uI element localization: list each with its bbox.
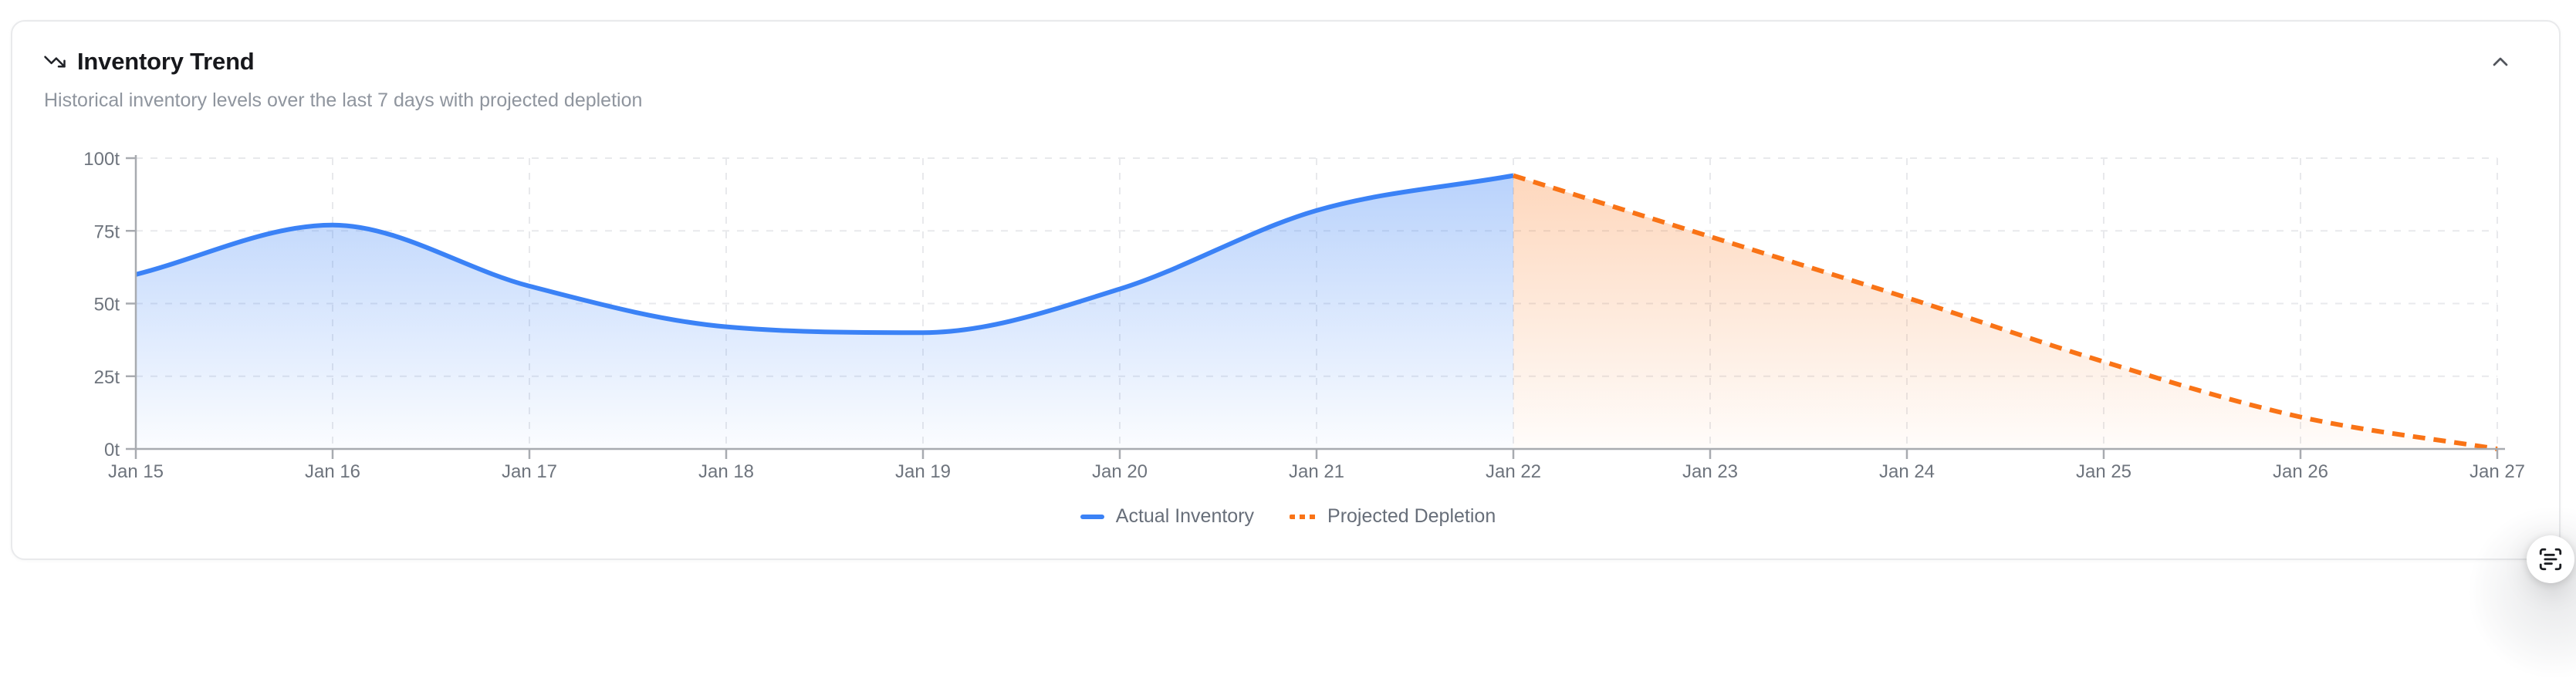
actual-inventory-line bbox=[135, 173, 1514, 336]
x-axis-tick-label: Jan 16 bbox=[305, 461, 360, 482]
card-subtitle: Historical inventory levels over the las… bbox=[44, 89, 643, 111]
legend-item-actual-inventory: Actual Inventory bbox=[1080, 505, 1254, 528]
x-axis-tick-label: Jan 18 bbox=[698, 461, 754, 482]
legend-swatch-actual-inventory bbox=[1080, 514, 1104, 519]
x-axis-tick-label: Jan 25 bbox=[2076, 461, 2131, 482]
legend-swatch-projected-depletion bbox=[1290, 514, 1317, 519]
y-axis-tick-label: 0t bbox=[104, 440, 120, 461]
trending-down-icon bbox=[43, 50, 66, 73]
x-axis-tick-label: Jan 21 bbox=[1289, 461, 1344, 482]
y-axis-tick-label: 25t bbox=[94, 367, 120, 388]
actual-inventory-area bbox=[136, 175, 1513, 449]
scan-fab-button[interactable] bbox=[2527, 535, 2574, 583]
collapse-button[interactable] bbox=[2482, 45, 2519, 79]
x-axis-tick-label: Jan 20 bbox=[1092, 461, 1148, 482]
scan-text-icon bbox=[2537, 546, 2564, 572]
inventory-trend-chart[interactable]: 0t 25t 50t 75t 100t Jan 15 Jan 16 Jan 17 Jan 18 J… bbox=[0, 0, 2576, 589]
legend-item-projected-depletion: Projected Depletion bbox=[1290, 505, 1496, 528]
x-axis-tick-label: Jan 19 bbox=[895, 461, 951, 482]
chart-legend: Actual Inventory Projected Depletion bbox=[0, 505, 2576, 528]
x-axis-tick-label: Jan 26 bbox=[2273, 461, 2328, 482]
x-axis-tick-label: Jan 15 bbox=[108, 461, 164, 482]
projected-depletion-area bbox=[1513, 175, 2497, 449]
card-title: Inventory Trend bbox=[77, 48, 255, 75]
legend-label-actual-inventory: Actual Inventory bbox=[1115, 505, 1255, 527]
chevron-up-icon bbox=[2488, 49, 2513, 74]
x-axis-tick-label: Jan 23 bbox=[1682, 461, 1738, 482]
x-axis-tick-label: Jan 17 bbox=[502, 461, 557, 482]
x-axis-tick-label: Jan 22 bbox=[1486, 461, 1541, 482]
legend-label-projected-depletion: Projected Depletion bbox=[1327, 505, 1496, 527]
y-axis-tick-label: 50t bbox=[94, 295, 120, 316]
x-axis-tick-label: Jan 27 bbox=[2470, 461, 2525, 482]
y-axis-tick-label: 75t bbox=[94, 221, 120, 242]
x-axis-tick-label: Jan 24 bbox=[1879, 461, 1935, 482]
card-header: Inventory Trend bbox=[43, 48, 255, 76]
y-axis-tick-label: 100t bbox=[83, 149, 120, 170]
